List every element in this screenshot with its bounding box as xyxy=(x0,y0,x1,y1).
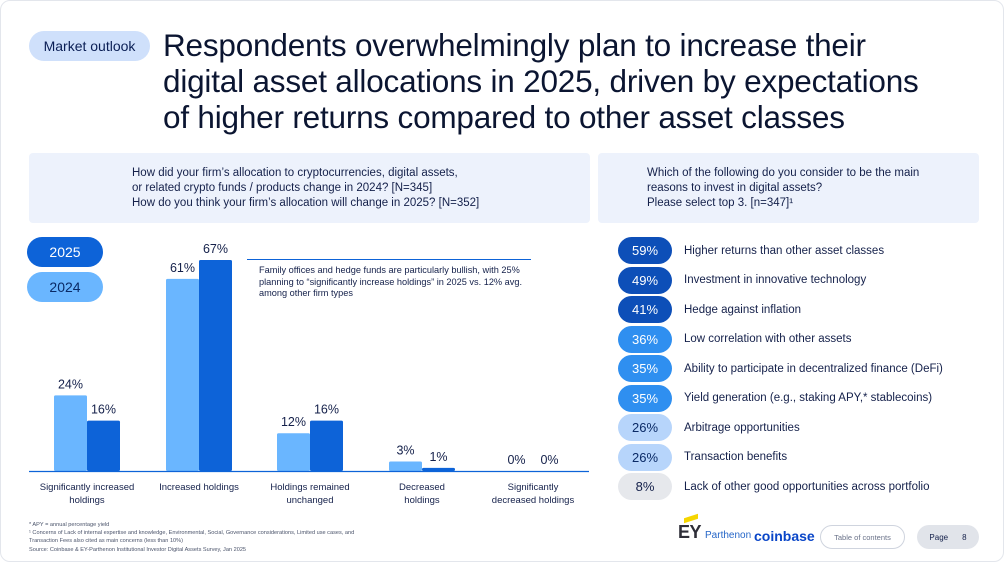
bar-2025 xyxy=(422,467,455,471)
x-category-line: holdings xyxy=(69,494,105,506)
title-line: of higher returns compared to other asse… xyxy=(163,99,845,135)
bar-value-label: 24% xyxy=(58,377,83,391)
bar-2024 xyxy=(277,433,310,471)
bar-value-label: 67% xyxy=(203,242,228,256)
reason-percent-badge: 35% xyxy=(618,384,672,412)
reasons-question-box: Which of the following do you consider t… xyxy=(598,153,979,223)
reason-row: 35% Ability to participate in decentraliz… xyxy=(618,355,988,382)
reason-row: 35% Yield generation (e.g., staking APY,*… xyxy=(618,384,988,412)
bar-value-label: 16% xyxy=(314,403,339,417)
reason-label: Investment in innovative technology xyxy=(684,274,867,286)
allocation-bar-chart: 24% 16% 61% 67% 12% 16% 3% 1% 0% 0% xyxy=(29,242,589,473)
bar-2025 xyxy=(87,420,120,471)
legend-2024: 2024 xyxy=(27,272,103,302)
table-of-contents-button[interactable]: Table of contents xyxy=(820,525,905,549)
page-indicator[interactable]: Page 8 xyxy=(917,525,979,549)
reason-label: Hedge against inflation xyxy=(684,303,801,316)
reason-percent-badge: 26% xyxy=(618,443,672,471)
reason-label: Transaction benefits xyxy=(684,451,788,463)
reason-percent-badge: 41% xyxy=(618,296,672,323)
footnote-line: Transaction Fees also cited as main conc… xyxy=(29,538,184,545)
reason-label: Higher returns than other asset classes xyxy=(684,244,885,257)
reason-row: 26% Transaction benefits xyxy=(618,443,988,471)
x-category-label: Holdings remained unchanged xyxy=(250,482,370,507)
footnotes: * APY = annual percentage yield ¹ Concer… xyxy=(29,521,449,554)
footnote-line: Source: Coinbase & EY-Parthenon Institut… xyxy=(29,546,247,553)
reason-label: Low correlation with other assets xyxy=(684,333,852,345)
ey-wordmark: EY xyxy=(678,522,702,542)
page-label: Page xyxy=(929,532,949,542)
reason-row: 49% Investment in innovative technology xyxy=(618,266,988,294)
bar-value-label: 0% xyxy=(507,453,525,467)
title-line: Respondents overwhelmingly plan to incre… xyxy=(163,27,866,63)
question-line: How do you think your firm’s allocation … xyxy=(132,197,480,209)
parthenon-wordmark: Parthenon xyxy=(705,530,752,541)
reason-row: 59% Higher returns than other asset class… xyxy=(618,237,988,264)
bar-2025 xyxy=(199,260,232,471)
ey-logo-text: EY xyxy=(678,513,702,543)
x-category-label: Increased holdings xyxy=(139,482,259,495)
bar-2024 xyxy=(54,395,87,471)
reason-percent-badge: 8% xyxy=(618,473,672,500)
bar-value-label: 12% xyxy=(281,415,306,429)
bar-value-label: 3% xyxy=(396,444,414,458)
reason-row: 26% Arbitrage opportunities xyxy=(618,414,988,441)
x-category-label: Significantly increased holdings xyxy=(27,482,147,507)
question-line: Which of the following do you consider t… xyxy=(647,167,920,179)
reason-label: Lack of other good opportunities across … xyxy=(684,480,930,493)
question-line: reasons to invest in digital assets? xyxy=(647,182,823,194)
ey-parthenon-logo: EY Parthenon xyxy=(678,513,752,543)
question-line: or related crypto funds / products chang… xyxy=(132,182,433,194)
bar-2024 xyxy=(389,461,422,471)
x-category-line: Decreased xyxy=(399,482,445,493)
reason-row: 8% Lack of other good opportunities acros… xyxy=(618,473,988,500)
reason-label: Yield generation (e.g., staking APY,* st… xyxy=(684,392,933,404)
footnote-line: ¹ Concerns of Lack of internal expertise… xyxy=(29,530,355,537)
reason-row: 41% Hedge against inflation xyxy=(618,296,988,323)
x-category-line: holdings xyxy=(404,494,440,506)
section-tag: Market outlook xyxy=(29,31,150,61)
x-category-label: Decreased holdings xyxy=(362,482,482,507)
bar-value-label: 16% xyxy=(91,403,116,417)
question-line: Please select top 3. [n=347]¹ xyxy=(647,197,794,209)
page-number: 8 xyxy=(962,532,967,542)
annotation-rule xyxy=(247,259,531,260)
reason-label: Ability to participate in decentralized … xyxy=(684,362,943,375)
reason-percent-badge: 36% xyxy=(618,325,672,353)
footnote-line: * APY = annual percentage yield xyxy=(29,522,110,528)
x-category-line: Holdings remained xyxy=(270,482,350,493)
question-line: How did your firm’s allocation to crypto… xyxy=(132,167,458,179)
bar-value-label: 0% xyxy=(540,453,558,467)
bar-value-label: 1% xyxy=(429,450,447,464)
x-category-line: unchanged xyxy=(286,494,334,506)
title-line: digital asset allocations in 2025, drive… xyxy=(163,63,919,99)
legend-2025: 2025 xyxy=(27,237,103,267)
reason-percent-badge: 59% xyxy=(618,237,672,264)
allocation-question-box: How did your firm’s allocation to crypto… xyxy=(29,153,590,223)
page-title: Respondents overwhelmingly plan to incre… xyxy=(163,27,993,135)
reason-row: 36% Low correlation with other assets xyxy=(618,325,988,353)
reason-percent-badge: 35% xyxy=(618,355,672,382)
bar-2024 xyxy=(166,278,199,471)
reason-percent-badge: 49% xyxy=(618,266,672,294)
x-category-line: Significantly increased xyxy=(39,482,135,493)
x-category-line: decreased holdings xyxy=(491,494,575,506)
x-category-label: Significantly decreased holdings xyxy=(473,482,593,507)
chart-annotation: Family offices and hedge funds are parti… xyxy=(259,265,523,298)
x-category-line: Significantly xyxy=(507,482,559,493)
bar-value-label: 61% xyxy=(170,261,195,275)
coinbase-logo: coinbase xyxy=(754,528,815,544)
x-category-line: Increased holdings xyxy=(159,482,239,493)
reason-percent-badge: 26% xyxy=(618,414,672,441)
bar-2025 xyxy=(310,420,343,471)
reason-label: Arbitrage opportunities xyxy=(684,421,800,434)
